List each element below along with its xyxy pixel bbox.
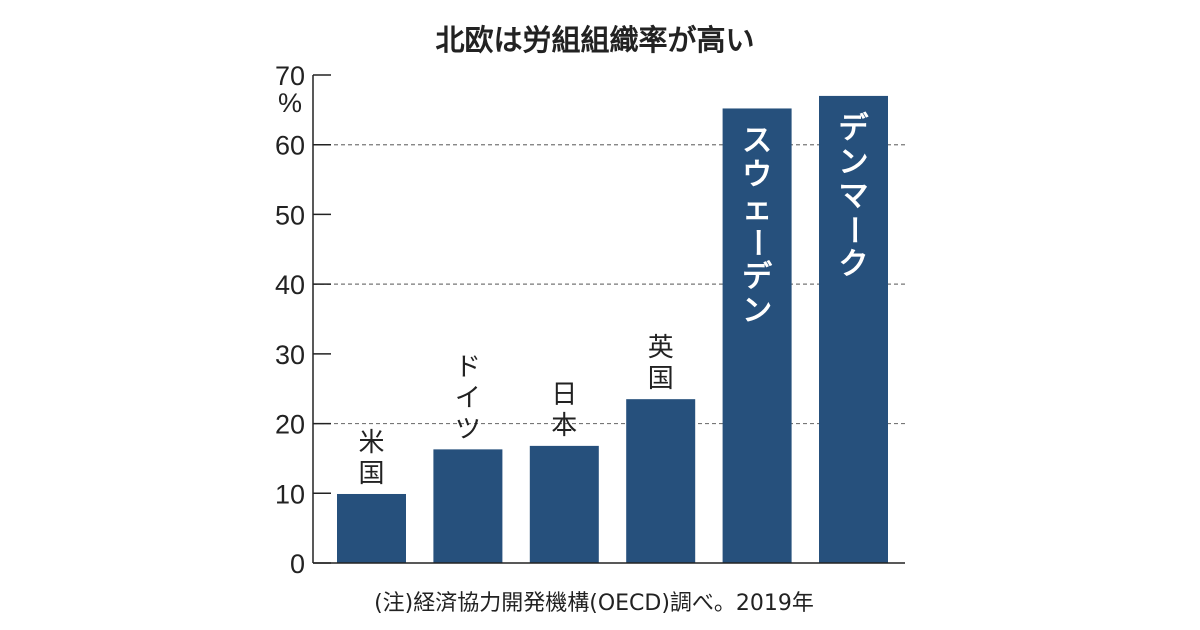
category-label: 米 xyxy=(358,428,384,458)
category-label: 英 xyxy=(648,333,674,363)
y-tick-label: 70 xyxy=(275,61,305,91)
category-label: ク xyxy=(839,247,869,282)
category-label: マ xyxy=(839,179,869,214)
bar xyxy=(433,449,503,563)
bar xyxy=(529,445,599,563)
category-label: デ xyxy=(839,111,870,146)
y-tick-label: 40 xyxy=(275,270,305,300)
category-label: ー xyxy=(836,215,871,245)
category-label: 国 xyxy=(648,364,674,394)
y-tick-label: 60 xyxy=(275,131,305,161)
category-label: ン xyxy=(742,293,772,328)
category-label: ウ xyxy=(742,157,772,192)
bar xyxy=(722,108,792,563)
y-tick-label: 50 xyxy=(275,200,305,230)
category-label: 日 xyxy=(551,380,577,410)
y-tick-label: 20 xyxy=(275,410,305,440)
category-label: ェ xyxy=(742,191,772,226)
category-label: ス xyxy=(742,123,772,158)
y-unit-label: % xyxy=(278,88,302,118)
category-label: 国 xyxy=(358,459,384,489)
category-label: 本 xyxy=(551,411,577,441)
category-label: ツ xyxy=(455,414,481,444)
source-note: (注)経済協力開発機構(OECD)調べ。2019年 xyxy=(374,591,814,616)
category-label: イ xyxy=(455,383,481,413)
y-tick-label: 10 xyxy=(275,479,305,509)
y-tick-label: 0 xyxy=(290,549,305,579)
category-label: ン xyxy=(839,145,869,180)
bar xyxy=(819,95,888,564)
category-label: ド xyxy=(455,352,481,382)
chart-title: 北欧は労組組織率が高い xyxy=(435,23,754,57)
category-label: デ xyxy=(742,259,773,294)
y-tick-label: 30 xyxy=(275,340,305,370)
category-label: ー xyxy=(739,227,774,257)
bar xyxy=(337,493,406,563)
bar xyxy=(626,399,696,563)
